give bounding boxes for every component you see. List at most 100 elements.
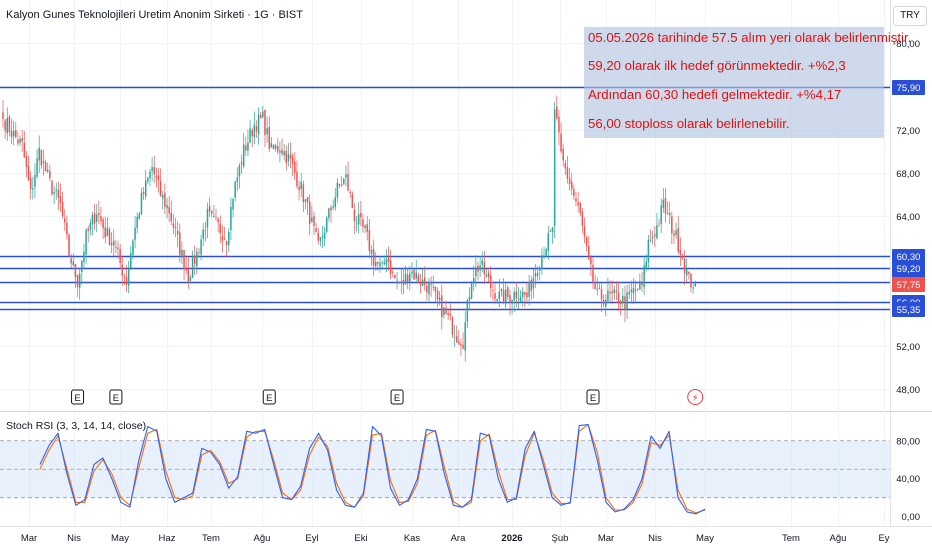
candle-body [502, 290, 505, 304]
candle [413, 269, 415, 281]
candle-body [311, 217, 313, 222]
candle-body [334, 197, 337, 208]
candle-body [613, 289, 616, 294]
candle [138, 211, 141, 220]
candle [577, 191, 579, 213]
candle [432, 275, 435, 291]
dividend-marker[interactable]: ⚡ [687, 389, 704, 405]
candle [191, 250, 194, 279]
candle-body [570, 181, 573, 190]
candle-body [287, 154, 290, 162]
candle [347, 161, 349, 192]
candle [630, 280, 633, 304]
candle-body [470, 281, 473, 299]
candle-body [564, 162, 567, 169]
candle-body [517, 298, 520, 300]
candle-body [392, 271, 394, 273]
earnings-marker[interactable]: E [109, 389, 123, 405]
candle [242, 133, 245, 169]
candle [10, 118, 13, 144]
candle [647, 235, 650, 270]
candle-body [230, 206, 232, 231]
horizontal-levels[interactable] [0, 86, 890, 311]
candle-body [8, 116, 11, 133]
candle-body [336, 182, 339, 198]
candle-body [323, 232, 326, 239]
candle [677, 215, 679, 255]
candle-body [634, 289, 637, 291]
candle-body [402, 280, 405, 285]
candle-body [228, 231, 230, 246]
candle [294, 152, 296, 181]
candle-body [547, 233, 550, 251]
candle [690, 273, 692, 293]
candle-body [685, 269, 688, 276]
candle-body [130, 253, 132, 269]
candle-body [466, 300, 469, 322]
candle [498, 278, 501, 307]
candle [332, 199, 334, 211]
candle-body [666, 212, 669, 214]
candle [445, 300, 447, 316]
candle-body [411, 271, 413, 274]
event-marker-label: ⚡ [692, 393, 699, 404]
candle [668, 201, 671, 225]
text-note[interactable]: 05.05.2026 tarihinde 57.5 alım yeri olar… [584, 27, 911, 138]
candle-body [138, 213, 141, 219]
candle [626, 284, 628, 320]
candle-body [524, 291, 526, 295]
candle [349, 189, 351, 198]
candle [44, 159, 47, 172]
currency-button[interactable]: TRY [893, 6, 927, 26]
candle [87, 225, 89, 243]
candle-body [140, 192, 143, 215]
candle-body [251, 129, 253, 137]
candle-body [632, 288, 635, 294]
candle [296, 160, 298, 189]
candle [355, 215, 358, 232]
candle [308, 194, 311, 236]
candle-body [355, 222, 358, 224]
candle [206, 202, 209, 239]
level-price-tag [892, 249, 925, 264]
candle [579, 201, 581, 217]
earnings-marker[interactable]: E [71, 389, 85, 405]
candle-body [279, 150, 281, 153]
candle-body [464, 322, 466, 351]
earnings-marker[interactable]: E [262, 389, 276, 405]
candle [302, 180, 305, 213]
earnings-marker[interactable]: E [586, 389, 600, 405]
time-tick-label: Eyl [305, 533, 318, 544]
candle [596, 277, 599, 296]
candle [93, 204, 96, 231]
candle-body [255, 126, 258, 132]
candle-body [223, 239, 226, 241]
candle-body [315, 228, 317, 232]
candle [255, 120, 258, 139]
candle [545, 247, 547, 257]
level-price-label: 75,90 [897, 83, 921, 94]
candle-body [658, 223, 660, 225]
candle [113, 229, 115, 257]
candle-body [64, 218, 66, 223]
symbol-title[interactable]: Kalyon Gunes Teknolojileri Uretim Anonim… [6, 9, 303, 21]
earnings-marker[interactable]: E [390, 389, 404, 405]
stoch-rsi-title[interactable]: Stoch RSI (3, 3, 14, 14, close) [6, 420, 146, 432]
candle [221, 225, 224, 253]
grid [0, 0, 932, 527]
event-markers[interactable]: E E E E E ⚡ [71, 389, 704, 405]
candle [125, 264, 128, 292]
candle [185, 255, 187, 275]
candle-body [142, 192, 145, 195]
candle [502, 278, 505, 305]
candle [404, 265, 407, 286]
candle-body [23, 142, 26, 158]
candle-body [281, 149, 283, 155]
candle-body [215, 217, 217, 219]
candle [573, 184, 575, 200]
candle-body [272, 145, 275, 149]
candle [38, 135, 40, 173]
candle [136, 212, 138, 234]
